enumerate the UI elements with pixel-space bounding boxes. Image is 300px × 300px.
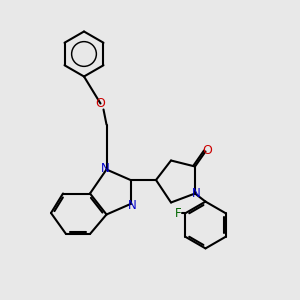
Text: N: N [128,199,136,212]
Text: N: N [100,161,109,175]
Text: F: F [174,207,181,220]
Text: N: N [192,187,201,200]
Text: O: O [202,143,212,157]
Text: O: O [96,97,105,110]
